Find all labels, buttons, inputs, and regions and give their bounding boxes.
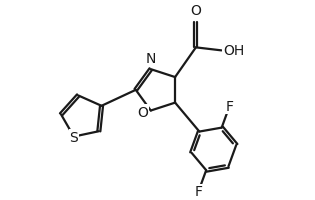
Text: F: F [194,185,203,198]
Text: N: N [146,51,156,65]
Text: O: O [137,106,148,119]
Text: OH: OH [223,44,244,58]
Text: F: F [226,100,233,114]
Text: O: O [191,4,201,17]
Text: S: S [70,130,78,144]
